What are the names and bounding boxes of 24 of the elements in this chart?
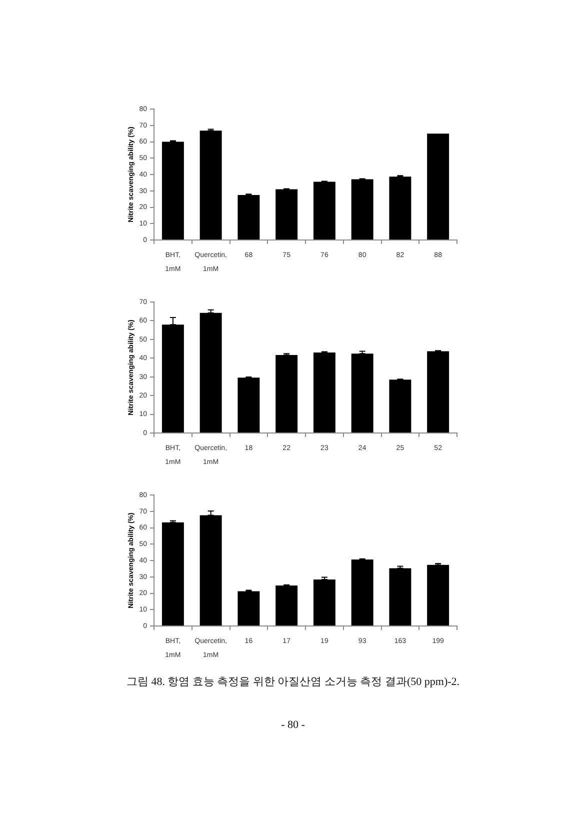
bar bbox=[427, 351, 450, 432]
bar bbox=[313, 579, 336, 626]
bar bbox=[313, 352, 336, 432]
bar bbox=[276, 586, 298, 626]
caption: 그림 48. 항염 효능 측정을 위한 아질산염 소거능 측정 결과(50 ppm)-2. bbox=[126, 675, 460, 689]
bar bbox=[389, 568, 412, 626]
bar bbox=[427, 134, 450, 240]
text: - 80 - bbox=[281, 719, 305, 731]
bar bbox=[162, 142, 184, 240]
bar bbox=[389, 380, 412, 432]
bar bbox=[313, 182, 336, 240]
bar bbox=[200, 312, 222, 432]
bar bbox=[351, 560, 374, 626]
bar bbox=[351, 354, 374, 432]
bar bbox=[276, 354, 298, 432]
bar bbox=[238, 194, 260, 240]
bar bbox=[389, 176, 412, 240]
bar bbox=[238, 378, 260, 432]
bar bbox=[162, 522, 184, 626]
bar bbox=[200, 130, 222, 240]
bar bbox=[427, 564, 450, 626]
bar bbox=[276, 189, 298, 240]
bar bbox=[351, 179, 374, 240]
bar bbox=[238, 591, 260, 626]
